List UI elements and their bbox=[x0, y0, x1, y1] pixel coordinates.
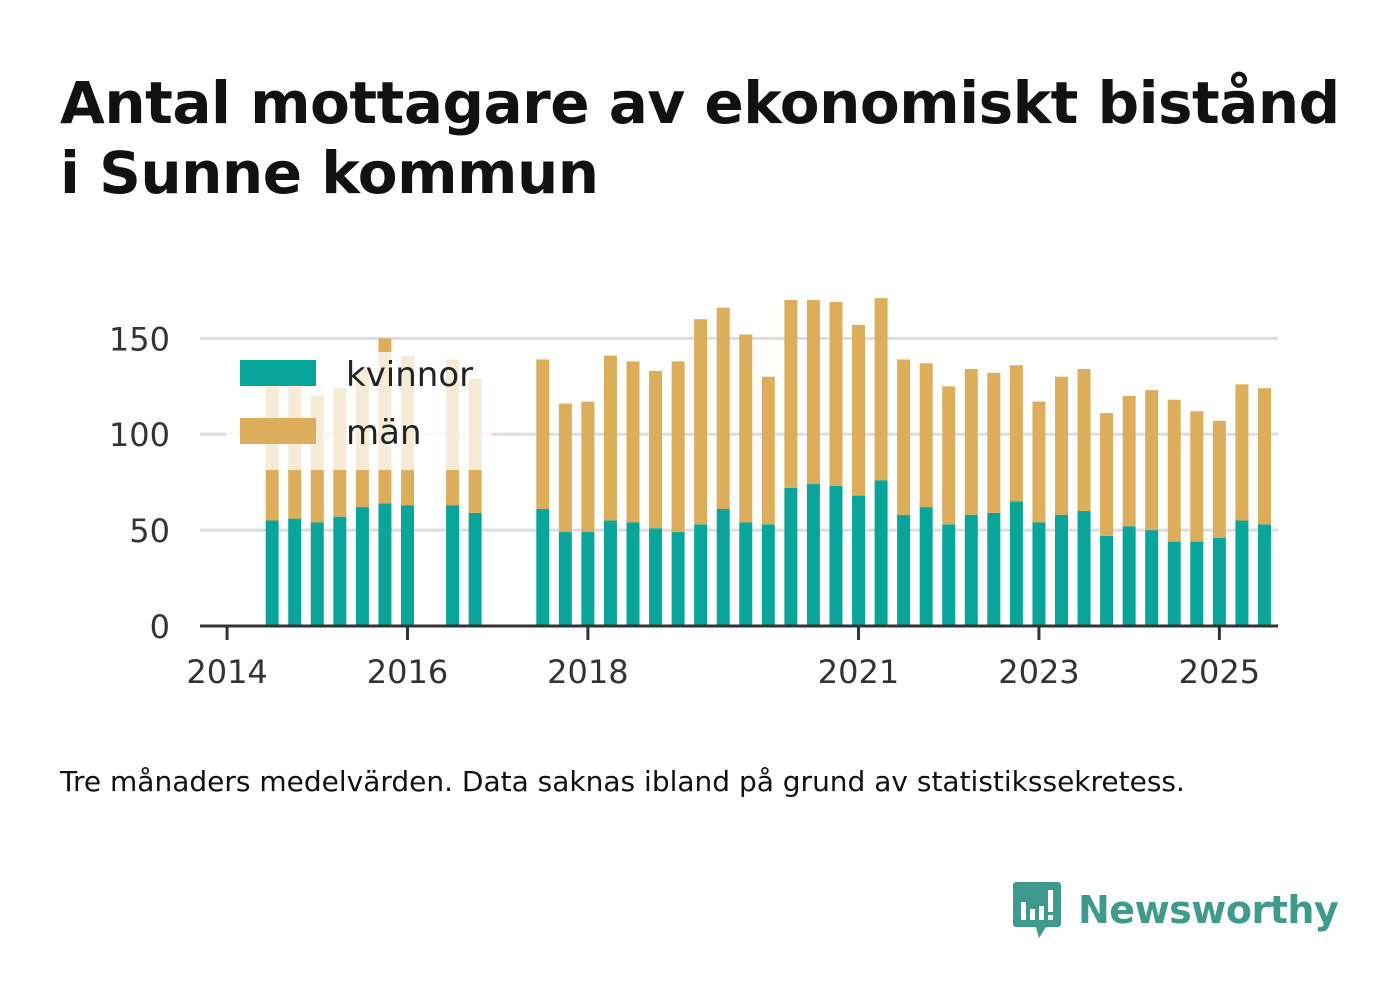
bar-kvinnor bbox=[536, 509, 550, 626]
bar-kvinnor bbox=[1212, 537, 1226, 626]
y-tick-label: 150 bbox=[109, 320, 170, 358]
bar-man bbox=[603, 355, 617, 521]
bar-man bbox=[761, 376, 775, 525]
bar-kvinnor bbox=[987, 512, 1001, 626]
chart-title-line-2: i Sunne kommun bbox=[60, 139, 599, 207]
bar-kvinnor bbox=[671, 532, 685, 626]
bar-kvinnor bbox=[378, 503, 392, 626]
bar-kvinnor bbox=[558, 532, 572, 626]
bar-man bbox=[649, 370, 663, 529]
chart-title-line-1: Antal mottagare av ekonomiskt bistånd bbox=[60, 69, 1340, 137]
bar-kvinnor bbox=[829, 486, 843, 626]
bar-kvinnor bbox=[310, 522, 324, 626]
bar-kvinnor bbox=[468, 512, 482, 626]
bar-kvinnor bbox=[1054, 514, 1068, 626]
bar-kvinnor bbox=[1145, 530, 1159, 626]
bar-man bbox=[1077, 369, 1091, 511]
chart-title: Antal mottagare av ekonomiskt bistånd i … bbox=[60, 68, 1350, 208]
y-tick-label: 0 bbox=[150, 608, 170, 646]
bar-kvinnor bbox=[852, 495, 866, 626]
x-tick-label: 2018 bbox=[547, 653, 628, 691]
newsworthy-logo-icon bbox=[1013, 882, 1061, 938]
bar-kvinnor bbox=[897, 514, 911, 626]
bar-man bbox=[694, 319, 708, 525]
bar-kvinnor bbox=[265, 520, 279, 626]
bar-kvinnor bbox=[1122, 526, 1136, 626]
legend: kvinnor män bbox=[226, 352, 492, 470]
bar-kvinnor bbox=[784, 487, 798, 626]
bar-kvinnor bbox=[1190, 541, 1204, 626]
legend-label: män bbox=[346, 413, 422, 453]
bar-man bbox=[1235, 384, 1249, 521]
bar-man bbox=[1145, 390, 1159, 531]
bar-kvinnor bbox=[1167, 541, 1181, 626]
bar-man bbox=[852, 324, 866, 496]
x-tick-label: 2016 bbox=[367, 653, 448, 691]
bar-man bbox=[1122, 395, 1136, 527]
stacked-bar-chart: 0 50 100 150 2014 2016 2018 2021 2023 2025 kvinnor… bbox=[109, 298, 1278, 691]
bar-man bbox=[626, 361, 640, 523]
bar-kvinnor bbox=[626, 522, 640, 626]
x-tick-label: 2023 bbox=[998, 653, 1079, 691]
bar-man bbox=[671, 361, 685, 533]
bar-kvinnor bbox=[739, 522, 753, 626]
bar-kvinnor bbox=[1032, 522, 1046, 626]
bar-kvinnor bbox=[288, 518, 302, 626]
bar-man bbox=[784, 300, 798, 488]
bar-man bbox=[739, 334, 753, 523]
bar-man bbox=[1212, 420, 1226, 538]
bar-kvinnor bbox=[716, 509, 730, 626]
bar-kvinnor bbox=[603, 520, 617, 626]
bar-man bbox=[1054, 376, 1068, 515]
bar-man bbox=[536, 359, 550, 510]
legend-swatch bbox=[240, 418, 316, 444]
bar-man bbox=[716, 307, 730, 510]
bar-man bbox=[1257, 388, 1271, 525]
y-tick-label: 50 bbox=[129, 512, 170, 550]
bar-kvinnor bbox=[446, 505, 460, 626]
legend-label: kvinnor bbox=[346, 355, 473, 395]
bar-man bbox=[558, 403, 572, 533]
bar-man bbox=[806, 300, 820, 485]
bar-kvinnor bbox=[1009, 501, 1023, 626]
bar-man bbox=[874, 298, 888, 481]
bar-kvinnor bbox=[333, 516, 347, 626]
bar-kvinnor bbox=[1235, 520, 1249, 626]
bar-kvinnor bbox=[942, 524, 956, 626]
bar-man bbox=[964, 369, 978, 515]
bar-man bbox=[829, 301, 843, 487]
bar-kvinnor bbox=[964, 514, 978, 626]
y-tick-label: 100 bbox=[109, 416, 170, 454]
bar-man bbox=[1032, 401, 1046, 523]
brand-name: Newsworthy bbox=[1078, 888, 1339, 932]
bar-man bbox=[897, 359, 911, 515]
bar-kvinnor bbox=[874, 480, 888, 626]
bar-kvinnor bbox=[400, 505, 414, 626]
bar-kvinnor bbox=[1257, 524, 1271, 626]
bar-kvinnor bbox=[355, 507, 369, 626]
bar-man bbox=[581, 401, 595, 533]
bar-kvinnor bbox=[694, 524, 708, 626]
bar-kvinnor bbox=[1077, 510, 1091, 626]
x-tick-label: 2025 bbox=[1179, 653, 1260, 691]
bar-man bbox=[1190, 411, 1204, 542]
bar-kvinnor bbox=[581, 532, 595, 626]
bar-man bbox=[1100, 413, 1114, 536]
x-tick-label: 2021 bbox=[818, 653, 899, 691]
bar-kvinnor bbox=[761, 524, 775, 626]
bar-kvinnor bbox=[806, 484, 820, 626]
bar-man bbox=[1167, 399, 1181, 542]
brand-logo[interactable]: Newsworthy bbox=[1012, 878, 1339, 942]
chart-footnote: Tre månaders medelvärden. Data saknas ib… bbox=[60, 765, 1185, 798]
bar-man bbox=[987, 372, 1001, 513]
x-tick-label: 2014 bbox=[186, 653, 267, 691]
bar-man bbox=[942, 386, 956, 525]
bar-kvinnor bbox=[919, 507, 933, 626]
bar-man bbox=[919, 363, 933, 508]
bar-man bbox=[1009, 365, 1023, 502]
bar-kvinnor bbox=[649, 528, 663, 626]
legend-swatch bbox=[240, 360, 316, 386]
bar-kvinnor bbox=[1100, 535, 1114, 626]
